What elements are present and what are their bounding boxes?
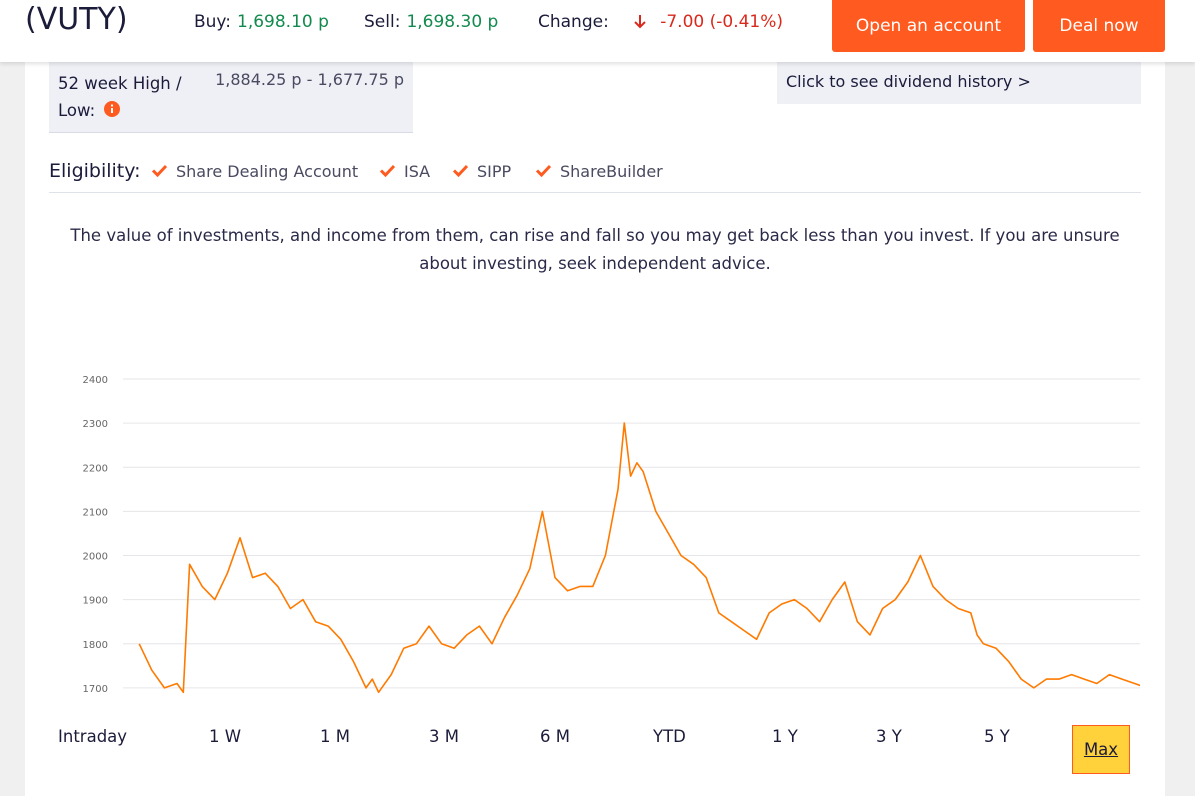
eligibility-row: Eligibility: Share Dealing Account ISA S… bbox=[49, 158, 1141, 193]
ticker-symbol: (VUTY) bbox=[25, 2, 128, 37]
range-3y[interactable]: 3 Y bbox=[876, 727, 902, 746]
risk-warning: The value of investments, and income fro… bbox=[70, 226, 1120, 273]
price-change: Change: -7.00 (-0.41%) bbox=[538, 12, 783, 32]
range-3m[interactable]: 3 M bbox=[429, 727, 459, 746]
range-1y[interactable]: 1 Y bbox=[772, 727, 798, 746]
eligibility-title: Eligibility: bbox=[49, 160, 141, 182]
eligibility-item: ISA bbox=[379, 162, 430, 181]
eligibility-item-label: ISA bbox=[404, 162, 431, 181]
checkmark-icon bbox=[151, 164, 168, 178]
y-tick-label: 2000 bbox=[83, 552, 108, 563]
y-tick-label: 2100 bbox=[83, 507, 108, 518]
sell-label: Sell: bbox=[364, 12, 401, 32]
price-chart[interactable]: 1600170018001900200021002200230024002017… bbox=[50, 360, 1140, 695]
range-6m[interactable]: 6 M bbox=[540, 727, 570, 746]
change-label: Change: bbox=[538, 12, 609, 32]
sell-value: 1,698.30 p bbox=[406, 12, 499, 32]
y-tick-label: 1800 bbox=[83, 640, 108, 651]
range-intraday[interactable]: Intraday bbox=[58, 727, 128, 746]
y-tick-label: 2300 bbox=[83, 419, 108, 430]
eligibility-item-label: Share Dealing Account bbox=[176, 162, 359, 181]
eligibility-item-label: SIPP bbox=[477, 162, 512, 181]
checkmark-icon bbox=[379, 164, 396, 178]
buy-value: 1,698.10 p bbox=[237, 12, 329, 32]
week52-value: 1,884.25 p - 1,677.75 p bbox=[215, 70, 404, 89]
eligibility-item: ShareBuilder bbox=[535, 162, 663, 181]
eligibility-item-label: ShareBuilder bbox=[560, 162, 663, 181]
week52-label-text: 52 week High / Low: bbox=[58, 74, 182, 120]
y-tick-label: 2400 bbox=[83, 375, 108, 386]
price-series-line bbox=[138, 422, 1140, 694]
eligibility-item: SIPP bbox=[452, 162, 511, 181]
open-account-button[interactable]: Open an account bbox=[832, 0, 1025, 52]
info-icon[interactable] bbox=[104, 98, 121, 125]
y-tick-label: 1900 bbox=[83, 596, 108, 607]
range-max[interactable]: Max bbox=[1072, 725, 1130, 774]
dividend-box: Click to see dividend history > bbox=[777, 62, 1141, 104]
eligibility-item: Share Dealing Account bbox=[151, 162, 358, 181]
deal-now-button[interactable]: Deal now bbox=[1033, 0, 1165, 52]
dividend-history-link[interactable]: Click to see dividend history > bbox=[786, 72, 1031, 91]
buy-price: Buy: 1,698.10 p bbox=[194, 12, 329, 32]
week52-range-box: 52 week High / Low: 1,884.25 p - 1,677.7… bbox=[49, 62, 413, 133]
checkmark-icon bbox=[535, 164, 552, 178]
y-tick-label: 2200 bbox=[83, 463, 108, 474]
arrow-down-icon bbox=[634, 14, 646, 34]
range-1w[interactable]: 1 W bbox=[209, 727, 242, 746]
buy-label: Buy: bbox=[194, 12, 231, 32]
y-tick-label: 1700 bbox=[83, 684, 108, 695]
checkmark-icon bbox=[452, 164, 469, 178]
week52-label: 52 week High / Low: bbox=[58, 70, 198, 125]
header-bar: (VUTY) Buy: 1,698.10 p Sell: 1,698.30 p Ch… bbox=[0, 0, 1195, 62]
security-panel: 52 week High / Low: 1,884.25 p - 1,677.7… bbox=[25, 62, 1165, 796]
sell-price: Sell: 1,698.30 p bbox=[364, 12, 498, 32]
range-ytd[interactable]: YTD bbox=[653, 727, 686, 746]
change-value: -7.00 (-0.41%) bbox=[660, 12, 784, 32]
range-1m[interactable]: 1 M bbox=[320, 727, 350, 746]
range-5y[interactable]: 5 Y bbox=[984, 727, 1010, 746]
